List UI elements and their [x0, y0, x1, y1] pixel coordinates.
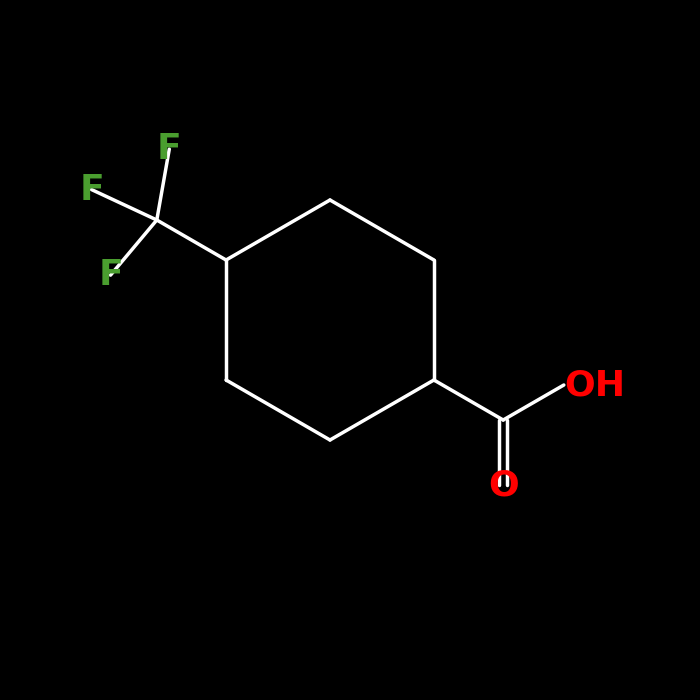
Text: O: O — [488, 468, 519, 502]
Text: F: F — [157, 132, 182, 166]
Text: F: F — [98, 258, 123, 292]
Text: OH: OH — [564, 368, 625, 402]
Text: F: F — [79, 173, 104, 206]
